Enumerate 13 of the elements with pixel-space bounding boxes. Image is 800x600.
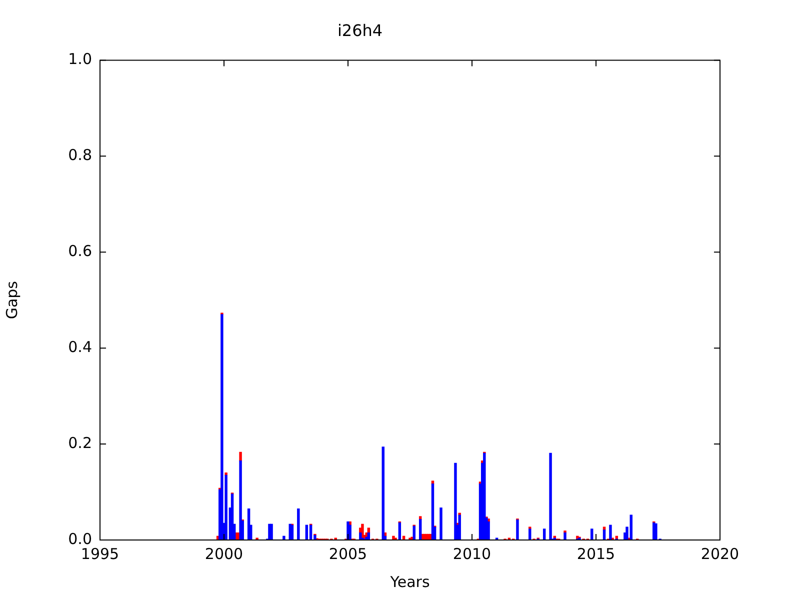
x-tick-label: 2010	[452, 544, 492, 563]
x-axis-title: Years	[389, 572, 430, 591]
y-tick-label: 0.4	[68, 338, 92, 356]
y-tick-label: 0.2	[68, 434, 92, 452]
y-tick-label: 0.6	[68, 242, 92, 260]
x-tick-label: 2005	[328, 544, 368, 563]
y-tick-label: 1.0	[68, 50, 92, 68]
y-tick-label: 0.8	[68, 146, 92, 164]
x-tick-label: 2000	[204, 544, 244, 563]
x-tick-label: 2020	[700, 544, 740, 563]
x-tick-label: 2015	[576, 544, 616, 563]
y-axis-title: Gaps	[2, 280, 21, 320]
chart-title: i26h4	[337, 20, 383, 40]
